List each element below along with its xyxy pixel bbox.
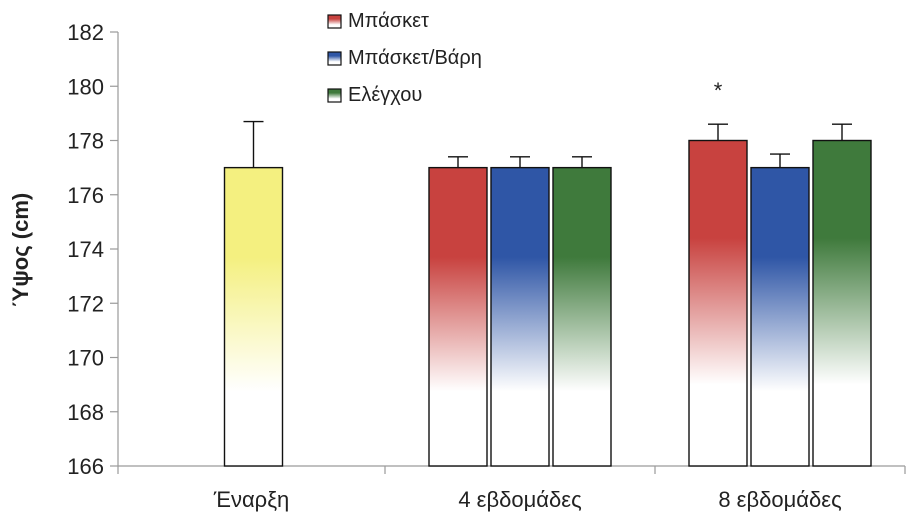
bar-series-2 [552, 166, 612, 467]
y-tick-label: 170 [67, 346, 104, 371]
legend-label: Ελέγχου [348, 84, 422, 106]
y-tick-label: 168 [67, 400, 104, 425]
legend-label: Μπάσκετ [348, 10, 429, 32]
x-category-label: 8 εβδομάδες [718, 487, 841, 512]
y-tick-label: 174 [67, 237, 104, 262]
bar-baseline [223, 166, 284, 467]
legend: Μπάσκετ Μπάσκετ/Βάρη Ελέγχου [327, 10, 482, 106]
x-category-label: 4 εβδομάδες [458, 487, 581, 512]
legend-swatch [327, 51, 342, 66]
x-axis: Έναρξη 4 εβδομάδες 8 εβδομάδες [117, 465, 906, 512]
y-axis-title: Ύψος (cm) [8, 193, 33, 307]
bars-group: * [223, 78, 872, 467]
y-tick-label: 172 [67, 291, 104, 316]
bar-series-1 [750, 166, 810, 467]
y-tick-label: 182 [67, 20, 104, 45]
legend-swatch [327, 88, 342, 103]
legend-label: Μπάσκετ/Βάρη [348, 47, 482, 69]
significance-marker: * [714, 78, 723, 103]
bar-series-1 [490, 166, 550, 467]
bar-series-2 [812, 139, 872, 467]
bar-series-0 [688, 139, 748, 467]
y-tick-label: 180 [67, 74, 104, 99]
x-category-label: Έναρξη [213, 487, 290, 512]
y-tick-label: 176 [67, 183, 104, 208]
bar-series-0 [428, 166, 488, 467]
y-tick-label: 166 [67, 454, 104, 479]
y-axis: 166 168 170 172 174 176 178 180 182 [67, 20, 119, 479]
legend-swatch [327, 14, 342, 29]
y-tick-label: 178 [67, 129, 104, 154]
